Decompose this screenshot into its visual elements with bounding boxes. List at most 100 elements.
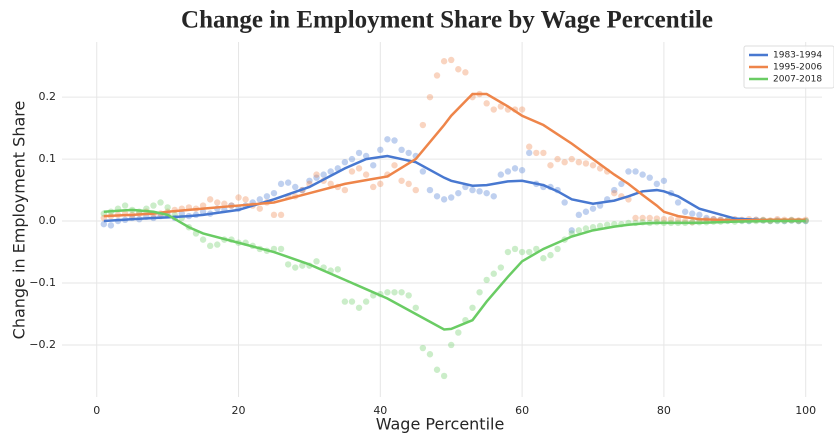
scatter-point bbox=[518, 167, 526, 174]
chart-title: Change in Employment Share by Wage Perce… bbox=[181, 7, 713, 34]
scatter-point bbox=[327, 168, 334, 175]
scatter-point bbox=[526, 248, 533, 256]
scatter-point bbox=[455, 189, 462, 197]
scatter-point bbox=[674, 199, 682, 206]
scatter-point bbox=[313, 174, 320, 181]
grid bbox=[62, 42, 822, 397]
scatter-point bbox=[540, 255, 547, 262]
scatter-point bbox=[533, 245, 540, 253]
scatter-point bbox=[398, 289, 405, 296]
y-tick-label: −0.2 bbox=[29, 338, 56, 351]
y-tick-label: 0.2 bbox=[39, 90, 57, 103]
scatter-point bbox=[391, 137, 398, 144]
scatter-point bbox=[284, 261, 292, 268]
scatter-point bbox=[270, 211, 278, 219]
scatter-point bbox=[362, 171, 370, 178]
scatter-point bbox=[419, 121, 427, 129]
scatter-point bbox=[157, 199, 164, 206]
scatter-point bbox=[242, 196, 249, 203]
series-line bbox=[103, 92, 806, 222]
scatter-point bbox=[689, 210, 696, 217]
scatter-point bbox=[504, 168, 512, 175]
scatter-point bbox=[639, 171, 646, 178]
scatter-point bbox=[341, 158, 349, 166]
scatter-point bbox=[575, 158, 583, 166]
scatter-point bbox=[384, 289, 391, 296]
scatter-point bbox=[469, 186, 476, 194]
scatter-point bbox=[320, 171, 327, 178]
scatter-point bbox=[483, 276, 490, 284]
scatter-point bbox=[625, 168, 632, 175]
legend-label: 2007-2018 bbox=[773, 75, 822, 85]
scatter-point bbox=[639, 214, 646, 222]
y-axis-label: Change in Employment Share bbox=[10, 101, 29, 340]
scatter-point bbox=[377, 146, 384, 154]
scatter-point bbox=[589, 205, 597, 212]
scatter-point bbox=[518, 106, 526, 113]
scatter-point bbox=[433, 72, 441, 79]
scatter-point bbox=[355, 149, 363, 157]
scatter-point bbox=[455, 66, 462, 73]
scatter-point bbox=[391, 289, 398, 296]
scatter-point bbox=[490, 106, 497, 113]
scatter-point bbox=[667, 215, 675, 223]
y-tick-label: 0.1 bbox=[39, 152, 57, 165]
scatter-point bbox=[518, 248, 526, 256]
scatter-point bbox=[568, 155, 575, 163]
scatter-point bbox=[455, 329, 462, 336]
legend: 1983-1994 1995-2006 2007-2018 bbox=[743, 45, 834, 89]
scatter-point bbox=[256, 205, 263, 212]
scatter-point bbox=[150, 202, 157, 209]
scatter-point bbox=[448, 341, 455, 349]
scatter-point bbox=[313, 171, 320, 178]
scatter-point bbox=[348, 155, 356, 163]
scatter-point bbox=[206, 242, 214, 250]
scatter-point bbox=[206, 196, 214, 203]
x-tick-label: 0 bbox=[93, 404, 100, 417]
scatter-point bbox=[526, 149, 533, 157]
scatter-point bbox=[391, 162, 398, 169]
scatter-point bbox=[405, 149, 412, 157]
scatter-point bbox=[554, 155, 561, 163]
scatter-point bbox=[284, 179, 292, 186]
scatter-point bbox=[199, 202, 207, 209]
scatter-point bbox=[674, 216, 682, 224]
scatter-point bbox=[327, 180, 334, 188]
scatter-point bbox=[568, 227, 575, 234]
scatter-point bbox=[355, 304, 363, 311]
scatter-point bbox=[575, 227, 583, 234]
scatter-point bbox=[618, 180, 625, 188]
scatter-point bbox=[263, 193, 271, 200]
scatter-point bbox=[547, 162, 554, 169]
scatter-point bbox=[490, 193, 497, 200]
series-line bbox=[103, 154, 806, 223]
y-tick-label: −0.1 bbox=[29, 276, 56, 289]
x-tick-label: 40 bbox=[373, 404, 387, 417]
scatter-point bbox=[370, 162, 377, 169]
scatter-point bbox=[504, 248, 512, 256]
scatter-point bbox=[696, 211, 703, 219]
scatter-point bbox=[433, 193, 441, 200]
series-line bbox=[103, 208, 806, 331]
scatter-point bbox=[490, 270, 497, 277]
scatter-point bbox=[554, 245, 561, 253]
scatter-point bbox=[341, 186, 349, 194]
scatter-point bbox=[377, 180, 384, 188]
y-tick-label: 0.0 bbox=[39, 214, 57, 227]
legend-box bbox=[743, 45, 834, 89]
scatter-point bbox=[611, 186, 618, 194]
scatter-point bbox=[483, 100, 490, 107]
scatter-point bbox=[561, 158, 568, 166]
scatter-point bbox=[483, 189, 490, 197]
scatter-point bbox=[299, 262, 306, 269]
scatter-point bbox=[398, 177, 405, 184]
scatter-point bbox=[660, 177, 668, 184]
scatter-point bbox=[412, 304, 419, 311]
scatter-point bbox=[292, 264, 299, 271]
scatter-point bbox=[419, 344, 427, 352]
scatter-point bbox=[440, 372, 448, 380]
scatter-point bbox=[412, 186, 419, 194]
scatter-point bbox=[270, 189, 278, 197]
scatter-point bbox=[526, 143, 533, 150]
